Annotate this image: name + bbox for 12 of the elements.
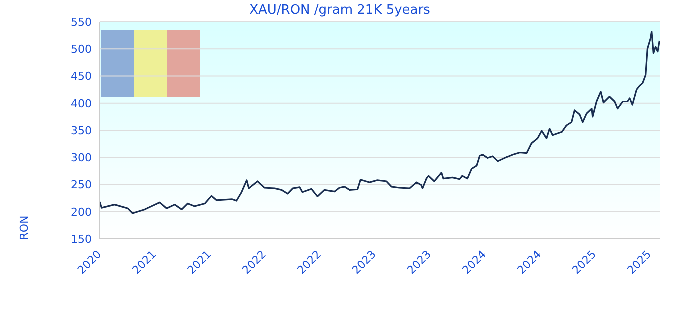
y-tick-label: 450: [71, 70, 92, 84]
line-series: [100, 30, 660, 214]
y-axis-title: RON: [18, 214, 32, 242]
y-tick-label: 150: [71, 232, 92, 246]
y-tick-label: 250: [71, 178, 92, 192]
y-tick-label: 350: [71, 124, 92, 138]
y-tick-label: 300: [71, 152, 92, 165]
y-tick-label: 400: [71, 97, 92, 110]
y-tick-label: 550: [71, 16, 92, 29]
chart-title: XAU/RON /gram 21K 5years: [250, 3, 430, 18]
y-tick-label: 200: [71, 206, 92, 219]
y-tick-label: 500: [71, 43, 92, 56]
